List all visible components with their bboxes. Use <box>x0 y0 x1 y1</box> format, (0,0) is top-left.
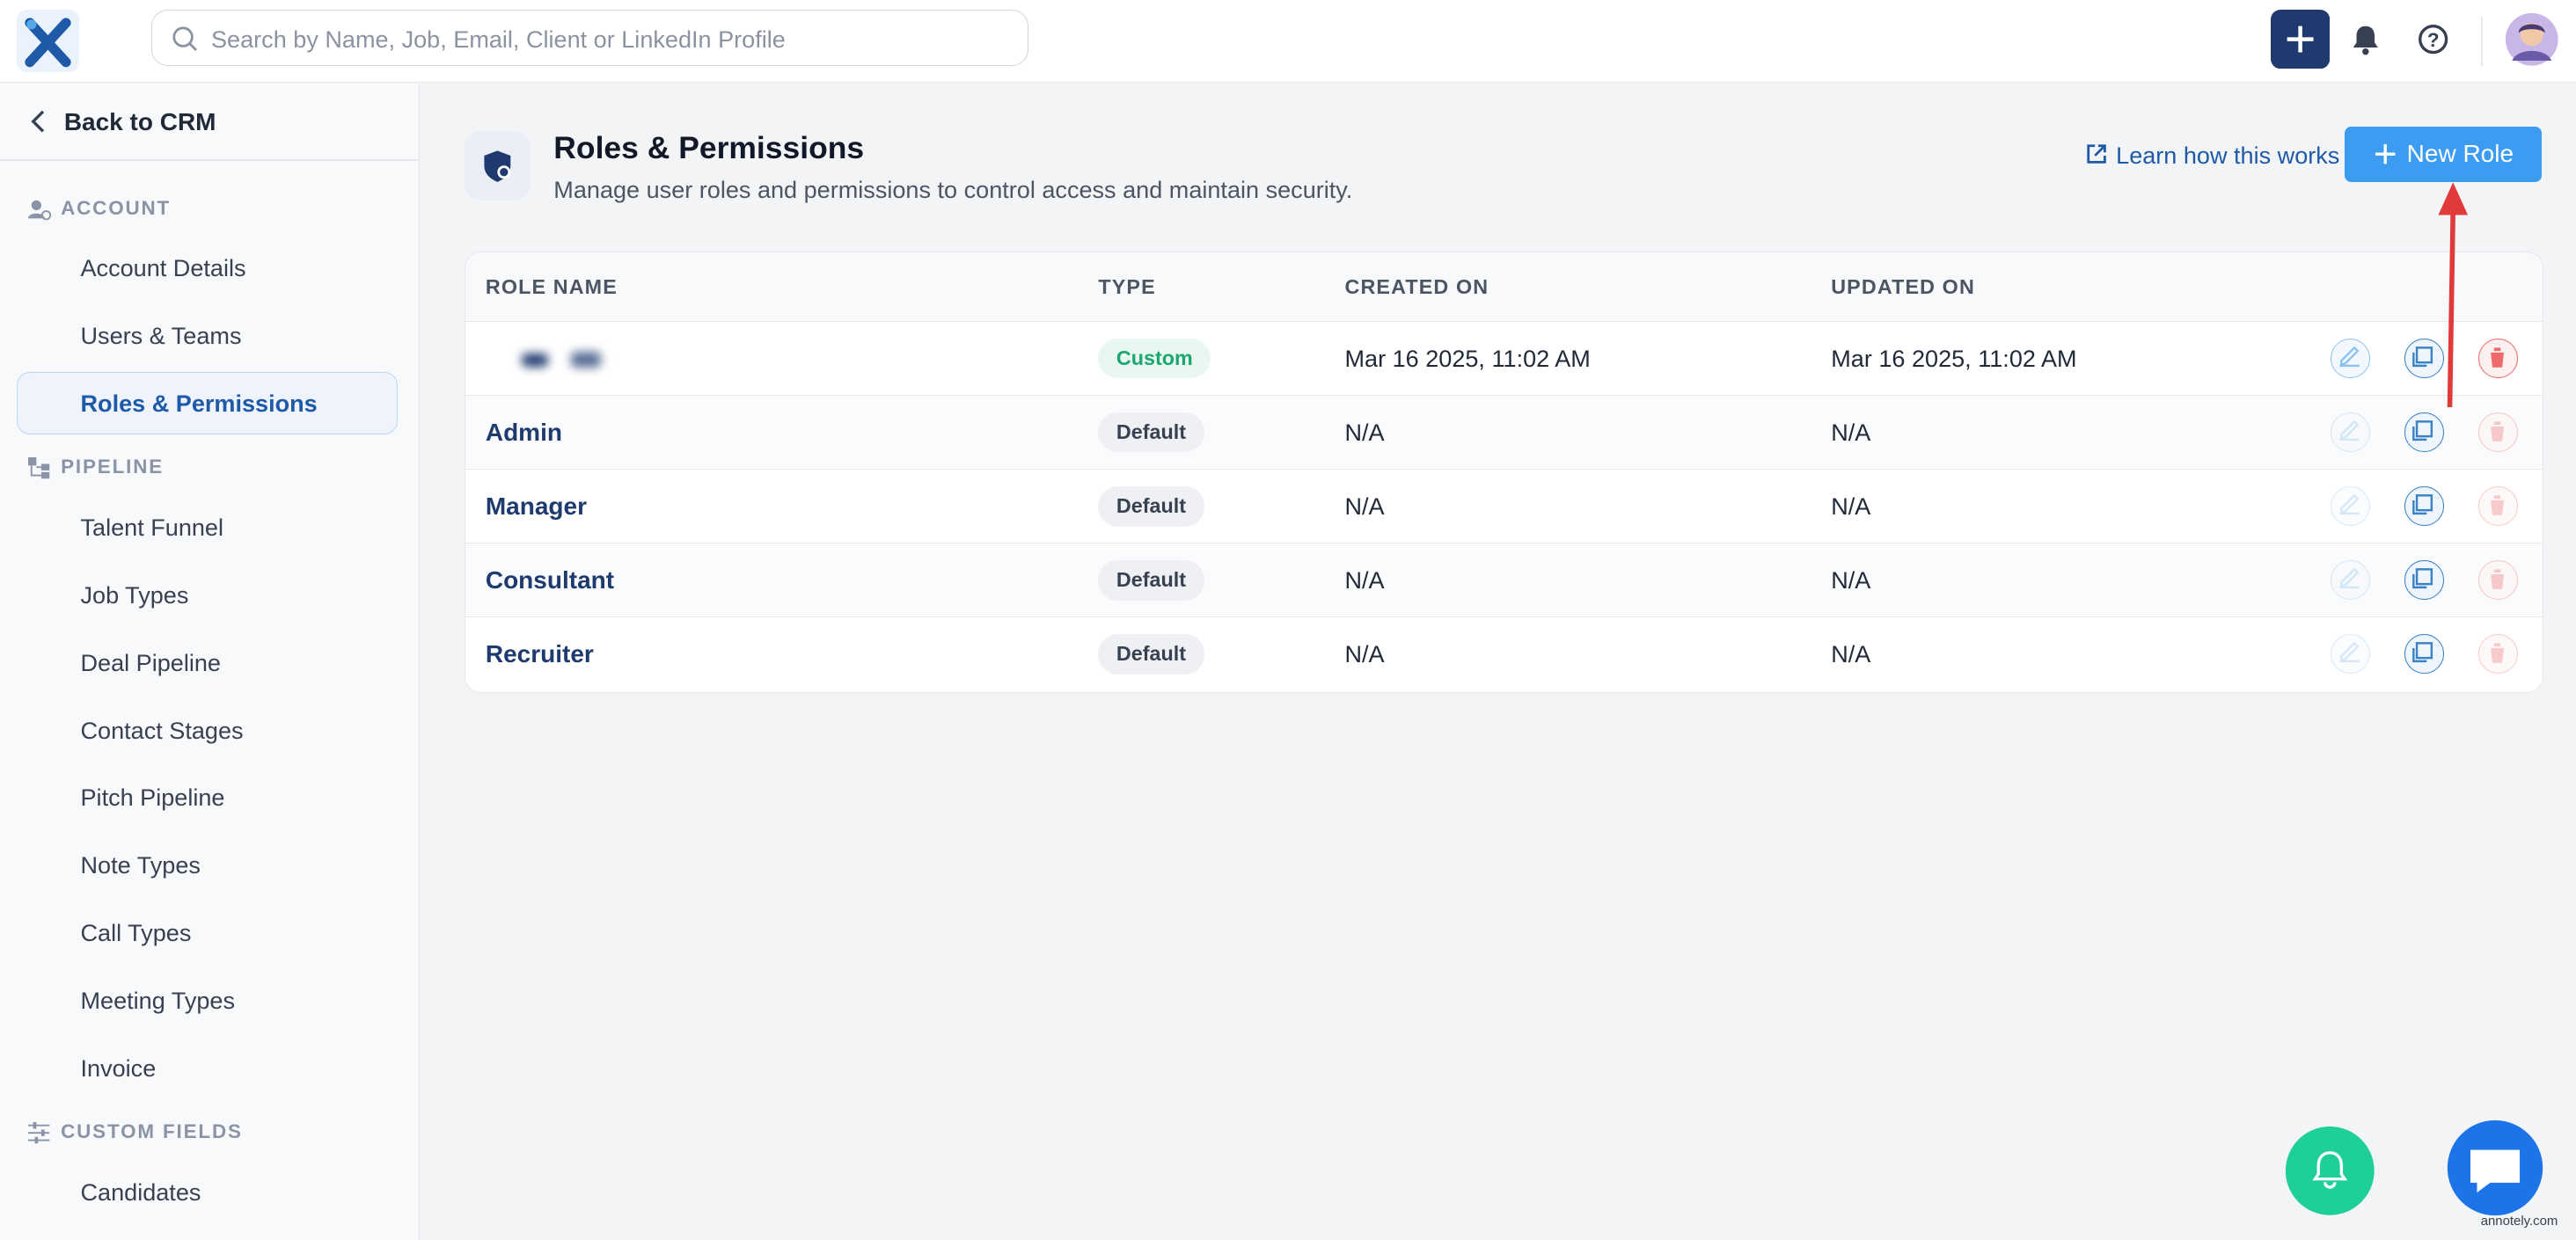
nav-item[interactable]: Call Types <box>80 919 192 947</box>
learn-link[interactable]: Learn how this works <box>2116 141 2340 169</box>
role-name[interactable]: Admin <box>485 419 562 447</box>
page-subtitle: Manage user roles and permissions to con… <box>553 175 1353 203</box>
nav-item[interactable]: Candidates <box>80 1178 201 1206</box>
type-badge: Default <box>1098 412 1204 453</box>
table-row: Admin Default N/A N/A <box>465 395 2543 470</box>
delete-button[interactable] <box>2477 338 2518 378</box>
delete-button[interactable] <box>2477 633 2518 674</box>
role-name[interactable]: Consultant <box>485 566 615 594</box>
edit-button[interactable] <box>2330 338 2370 378</box>
nav-item[interactable]: Note Types <box>80 851 201 879</box>
search-box[interactable]: Search by Name, Job, Email, Client or Li… <box>150 10 1028 66</box>
add-button[interactable] <box>2270 10 2330 69</box>
annotation-arrow <box>2438 182 2468 408</box>
section-title: ACCOUNT <box>61 197 172 220</box>
back-icon <box>30 110 44 133</box>
divider <box>0 159 420 161</box>
section-title: PIPELINE <box>61 456 165 478</box>
divider <box>2480 16 2483 66</box>
duplicate-button[interactable] <box>2404 633 2444 674</box>
updated-on: N/A <box>1831 566 1871 594</box>
type-badge: Default <box>1098 633 1204 675</box>
type-badge: Custom <box>1098 338 1211 379</box>
section-icon <box>27 457 51 487</box>
nav-item[interactable]: Talent Funnel <box>80 513 223 541</box>
section-title: CUSTOM FIELDS <box>61 1120 243 1143</box>
logo <box>16 10 79 73</box>
notify-fab[interactable] <box>2284 1125 2376 1217</box>
table-row: Manager Default N/A N/A <box>465 469 2543 544</box>
nav-item[interactable]: Job Types <box>80 580 189 609</box>
column-header: TYPE <box>1098 274 1156 298</box>
table-row: Custom Mar 16 2025, 11:02 AM Mar 16 2025, … <box>465 321 2543 397</box>
duplicate-button[interactable] <box>2404 485 2444 526</box>
created-on: Mar 16 2025, 11:02 AM <box>1344 345 1591 373</box>
active-highlight <box>16 371 398 434</box>
nav-item[interactable]: Contact Stages <box>80 716 244 744</box>
page-title: Roles & Permissions <box>553 129 865 165</box>
nav-item[interactable]: Pitch Pipeline <box>80 784 225 812</box>
chat-fab[interactable] <box>2446 1119 2544 1217</box>
nav-item[interactable]: Invoice <box>80 1054 157 1083</box>
top-bar: Search by Name, Job, Email, Client or Li… <box>0 0 2576 84</box>
table-row: Consultant Default N/A N/A <box>465 543 2543 618</box>
new-role-label: New Role <box>2406 139 2514 167</box>
created-on: N/A <box>1344 419 1385 447</box>
nav-item[interactable]: Deal Pipeline <box>80 648 221 676</box>
watermark: annotely.com <box>2480 1213 2558 1229</box>
created-on: N/A <box>1344 566 1385 594</box>
nav-item[interactable]: Users & Teams <box>80 322 242 350</box>
role-name[interactable]: Manager <box>485 492 588 521</box>
edit-button[interactable] <box>2330 412 2370 452</box>
updated-on: Mar 16 2025, 11:02 AM <box>1831 345 2077 373</box>
edit-button[interactable] <box>2330 559 2370 600</box>
table-row: Recruiter Default N/A N/A <box>465 616 2543 692</box>
column-header: ROLE NAME <box>485 274 618 298</box>
sidebar: Back to CRM ACCOUNT Account Details Users … <box>0 84 421 1240</box>
back-link[interactable]: Back to CRM <box>63 108 216 136</box>
duplicate-button[interactable] <box>2404 559 2444 600</box>
updated-on: N/A <box>1831 640 1871 668</box>
blurred-name <box>515 348 607 371</box>
nav-item[interactable]: Roles & Permissions <box>80 390 318 418</box>
external-icon <box>2086 144 2106 164</box>
delete-button[interactable] <box>2477 412 2518 452</box>
nav-item[interactable]: Account Details <box>80 254 246 282</box>
edit-button[interactable] <box>2330 633 2370 674</box>
type-badge: Default <box>1098 485 1204 527</box>
help[interactable]: ? <box>2417 23 2449 55</box>
role-name[interactable]: Recruiter <box>485 640 594 668</box>
created-on: N/A <box>1344 492 1385 521</box>
section-icon <box>27 199 51 229</box>
section-icon <box>27 1122 51 1152</box>
updated-on: N/A <box>1831 419 1871 447</box>
new-role-button[interactable]: New Role <box>2344 126 2542 183</box>
updated-on: N/A <box>1831 492 1871 521</box>
column-header: CREATED ON <box>1344 274 1489 298</box>
duplicate-button[interactable] <box>2404 412 2444 452</box>
search-icon <box>172 26 198 52</box>
edit-button[interactable] <box>2330 485 2370 526</box>
type-badge: Default <box>1098 559 1204 601</box>
avatar[interactable] <box>2504 11 2559 67</box>
notifications[interactable] <box>2351 23 2381 55</box>
delete-button[interactable] <box>2477 559 2518 600</box>
roles-table: ROLE NAME TYPE CREATED ON UPDATED ON Custom M… <box>465 251 2543 694</box>
table-header <box>465 252 2543 322</box>
column-header: UPDATED ON <box>1831 274 1975 298</box>
created-on: N/A <box>1344 640 1385 668</box>
delete-button[interactable] <box>2477 485 2518 526</box>
search-placeholder: Search by Name, Job, Email, Client or Li… <box>211 26 786 53</box>
nav-item[interactable]: Meeting Types <box>80 987 236 1015</box>
svg-text:?: ? <box>2427 29 2440 51</box>
duplicate-button[interactable] <box>2404 338 2444 378</box>
header-icon <box>465 131 531 201</box>
